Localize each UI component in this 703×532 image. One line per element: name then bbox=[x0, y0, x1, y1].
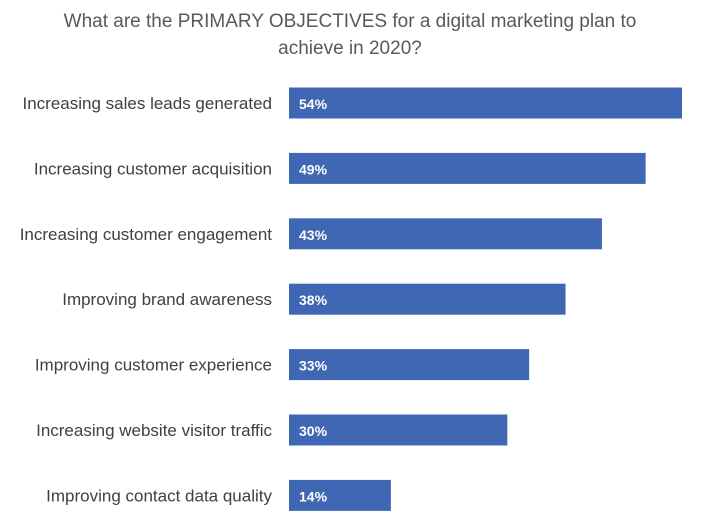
chart-title: What are the PRIMARY OBJECTIVES for a di… bbox=[63, 11, 637, 59]
bar-7 bbox=[289, 479, 391, 511]
value-label-7: 14% bbox=[299, 488, 328, 504]
value-label-3: 43% bbox=[299, 227, 328, 243]
bar-3 bbox=[289, 218, 602, 250]
category-label-5: Improving customer experience bbox=[35, 356, 272, 375]
category-label-4: Improving brand awareness bbox=[62, 290, 272, 309]
value-label-1: 54% bbox=[299, 96, 328, 112]
category-label-1: Increasing sales leads generated bbox=[23, 94, 273, 113]
category-label-7: Improving contact data quality bbox=[46, 486, 272, 505]
category-label-3: Increasing customer engagement bbox=[20, 225, 273, 244]
bar-5 bbox=[289, 349, 530, 381]
value-label-2: 49% bbox=[299, 161, 328, 177]
bar-1 bbox=[289, 87, 682, 119]
category-label-2: Increasing customer acquisition bbox=[34, 159, 272, 178]
bar-6 bbox=[289, 414, 508, 446]
category-label-6: Increasing website visitor traffic bbox=[36, 421, 272, 440]
bar-2 bbox=[289, 152, 646, 184]
value-label-5: 33% bbox=[299, 358, 328, 374]
value-label-4: 38% bbox=[299, 292, 328, 308]
value-label-6: 30% bbox=[299, 423, 328, 439]
bar-4 bbox=[289, 283, 566, 315]
